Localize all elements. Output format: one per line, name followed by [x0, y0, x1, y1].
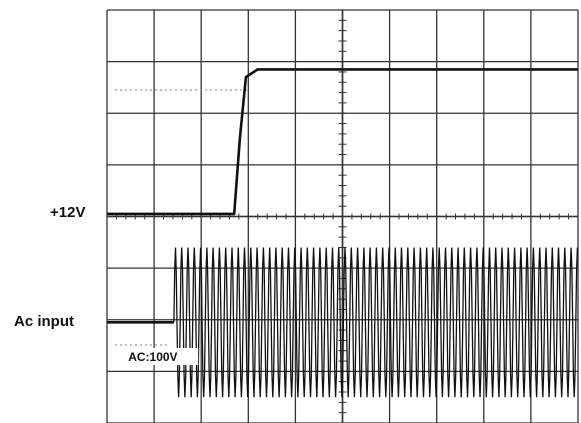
scope-traces: [106, 68, 579, 398]
reference-markers: [115, 89, 250, 346]
ch1-label: +12V: [50, 204, 86, 221]
trace-ac-input: [173, 247, 579, 398]
ch2-setting-label: AC:100V: [128, 350, 177, 364]
ch2-label: Ac input: [14, 313, 74, 330]
ch2-setting-background: [124, 348, 199, 366]
trace-12v: [106, 68, 578, 216]
